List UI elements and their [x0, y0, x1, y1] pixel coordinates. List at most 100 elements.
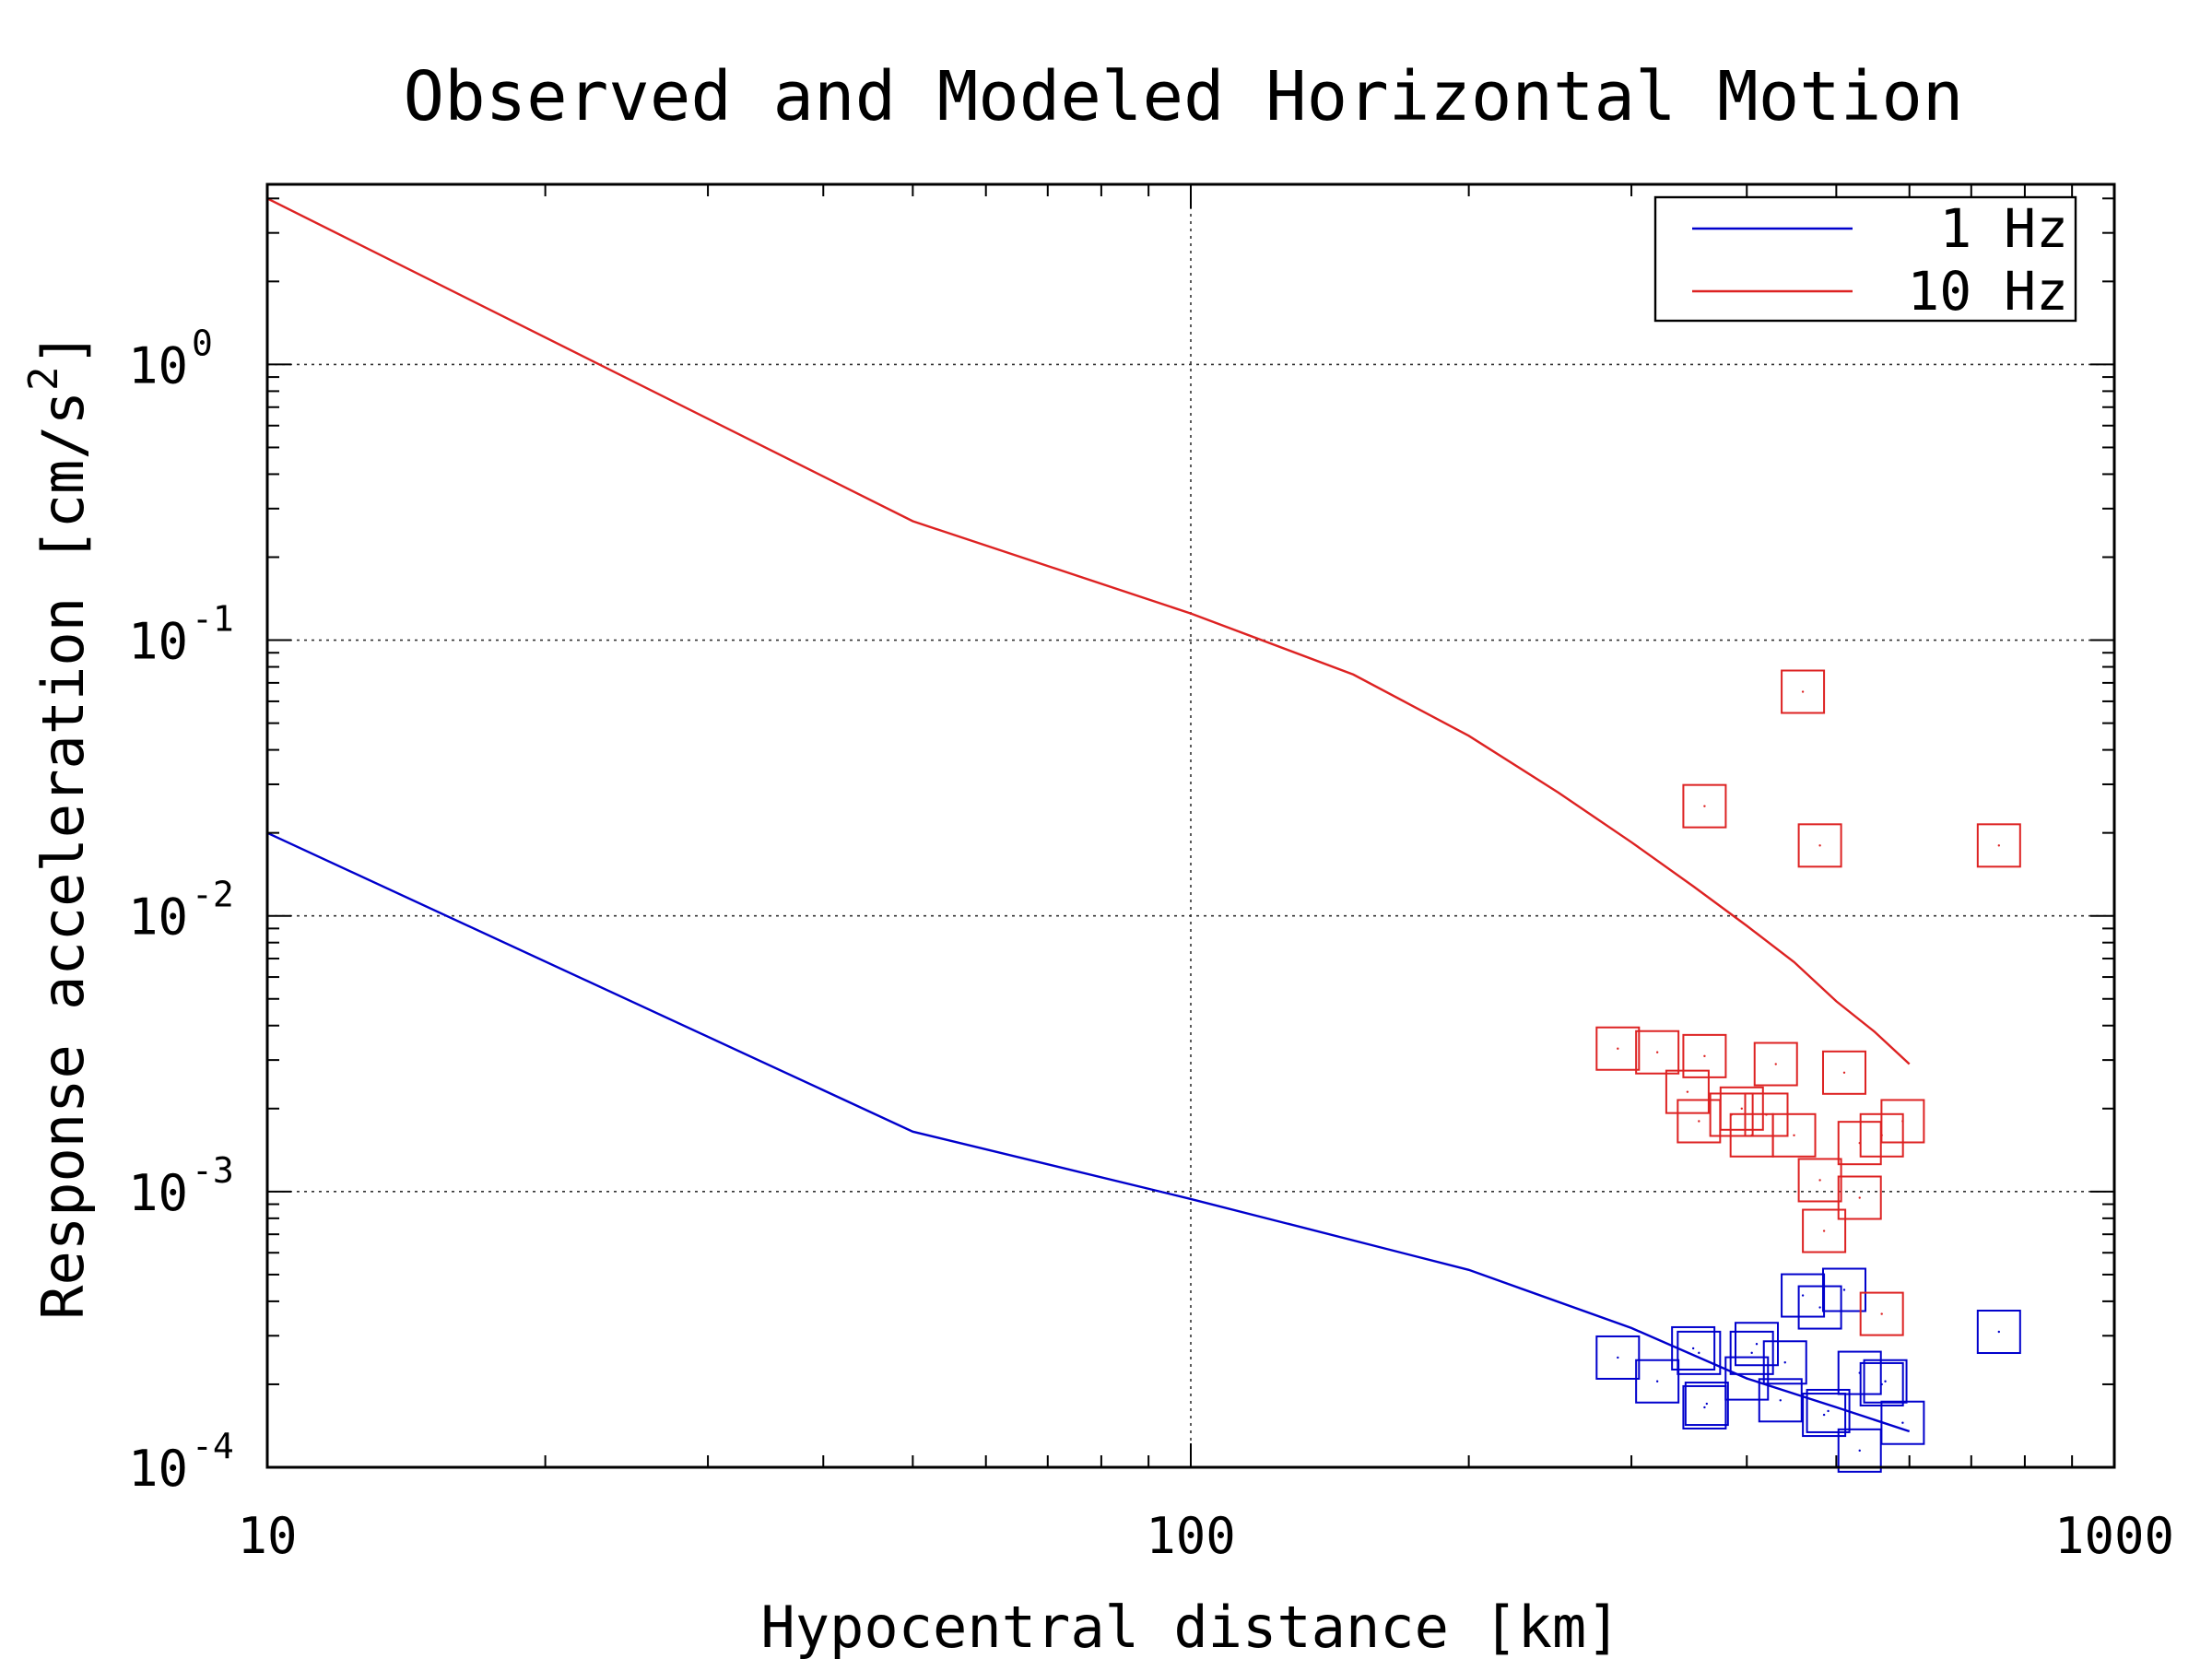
observed-point-center	[1703, 805, 1706, 807]
y-tick-label: 10	[128, 613, 188, 671]
observed-point-center	[1703, 1054, 1706, 1058]
plot-frame	[265, 182, 2116, 1469]
observed-point-center	[1655, 1051, 1659, 1053]
observed-point-2	[1635, 1030, 1680, 1075]
observed-point-1	[1671, 1325, 1716, 1371]
observed-point-1	[1880, 1400, 1925, 1445]
x-tick-label: 10	[237, 1507, 297, 1565]
y-axis-label-sup: 2	[20, 366, 67, 391]
observed-point-2	[1682, 1033, 1727, 1078]
observed-point-center	[1705, 1402, 1709, 1406]
y-tick-exponent: -3	[192, 1150, 234, 1191]
observed-point-center	[1801, 1294, 1805, 1297]
observed-point-2	[1781, 669, 1826, 714]
observed-point-1	[1821, 1267, 1866, 1312]
observed-point-center	[1655, 1380, 1659, 1382]
y-tick-label: 10	[128, 336, 188, 394]
observed-point-center	[1901, 1421, 1904, 1424]
observed-point-center	[1750, 1351, 1753, 1355]
observed-point-center	[1842, 1288, 1846, 1291]
observed-point-1	[1735, 1322, 1780, 1367]
ticks	[266, 184, 2114, 1468]
observed-point-1	[1635, 1359, 1680, 1404]
observed-point-center	[1884, 1380, 1887, 1382]
chart-title: Observed and Modeled Horizontal Motion	[404, 57, 1964, 136]
x-tick-label: 100	[1146, 1507, 1236, 1565]
observed-point-center	[1617, 1047, 1619, 1050]
observed-point-1	[1802, 1393, 1847, 1438]
observed-point-center	[1703, 1406, 1706, 1409]
observed-point-center	[1858, 1196, 1861, 1199]
legend-label-2: 10 Hz	[1907, 260, 2068, 323]
observed-point-center	[1698, 1351, 1700, 1355]
observed-point-1	[1837, 1428, 1882, 1473]
observed-point-1	[1729, 1330, 1774, 1375]
series-points	[1595, 669, 2021, 1473]
observed-point-center	[1783, 1361, 1786, 1364]
observed-point-2	[1797, 823, 1842, 868]
observed-point-1	[1595, 1335, 1641, 1380]
observed-point-center	[1818, 844, 1821, 847]
observed-point-center	[1698, 1120, 1700, 1123]
x-axis-label: Hypocentral distance [km]	[760, 1594, 1620, 1659]
y-tick-label: 10	[128, 1164, 188, 1222]
observed-point-center	[1793, 1134, 1795, 1136]
observed-point-2	[1976, 823, 2021, 868]
observed-point-center	[1818, 1179, 1821, 1182]
observed-point-center	[1880, 1382, 1883, 1386]
observed-point-center	[1997, 844, 2001, 847]
observed-point-center	[1746, 1377, 1748, 1380]
observed-point-1	[1758, 1378, 1803, 1423]
y-axis-label-text: Response acceleration [cm/s	[29, 391, 97, 1320]
y-axis-label: Response acceleration [cm/s2]	[20, 332, 97, 1320]
observed-point-1	[1781, 1273, 1826, 1318]
x-tick-label: 1000	[2054, 1507, 2174, 1565]
model-line-1	[266, 831, 1911, 1433]
observed-point-center	[1880, 1312, 1883, 1315]
series-lines	[266, 197, 1911, 1433]
observed-point-center	[1801, 690, 1805, 693]
observed-point-center	[1774, 1063, 1777, 1065]
legend-label-1: 1 Hz	[1939, 197, 2068, 260]
observed-point-center	[1858, 1449, 1861, 1453]
y-tick-exponent: -2	[192, 875, 234, 915]
y-tick-exponent: -1	[192, 599, 234, 640]
observed-point-center	[1827, 1409, 1830, 1413]
observed-point-1	[1863, 1359, 1908, 1404]
observed-point-center	[1765, 1113, 1768, 1116]
observed-point-1	[1806, 1388, 1851, 1433]
observed-point-1	[1797, 1285, 1842, 1330]
x-tick-labels: 10 100 1000	[237, 1507, 2174, 1565]
legend-box	[1653, 195, 2077, 323]
observed-point-2	[1753, 1041, 1798, 1087]
observed-point-center	[1901, 1120, 1904, 1123]
observed-point-1	[1682, 1384, 1727, 1430]
observed-point-2	[1797, 1158, 1842, 1203]
observed-point-1	[1762, 1340, 1807, 1385]
y-tick-label: 10	[128, 888, 188, 947]
observed-point-center	[1997, 1330, 2001, 1334]
observed-point-center	[1842, 1071, 1846, 1075]
observed-point-2	[1771, 1112, 1817, 1158]
observed-point-center	[1740, 1107, 1743, 1110]
observed-point-center	[1686, 1090, 1689, 1093]
observed-point-center	[1779, 1399, 1782, 1402]
observed-point-2	[1880, 1099, 1925, 1144]
grid	[267, 184, 2114, 1468]
observed-point-2	[1837, 1175, 1882, 1220]
observed-point-1	[1976, 1310, 2021, 1355]
y-tick-label: 10	[128, 1440, 188, 1498]
observed-point-center	[1617, 1356, 1619, 1359]
observed-point-2	[1719, 1086, 1764, 1131]
observed-point-2	[1595, 1026, 1641, 1071]
observed-point-2	[1802, 1208, 1847, 1253]
observed-point-center	[1818, 1306, 1821, 1309]
observed-point-center	[1691, 1347, 1695, 1350]
y-tick-exponent: 0	[192, 323, 213, 363]
observed-point-center	[1822, 1230, 1826, 1232]
observed-point-2	[1821, 1050, 1866, 1095]
y-axis-label-end: ]	[29, 332, 97, 366]
